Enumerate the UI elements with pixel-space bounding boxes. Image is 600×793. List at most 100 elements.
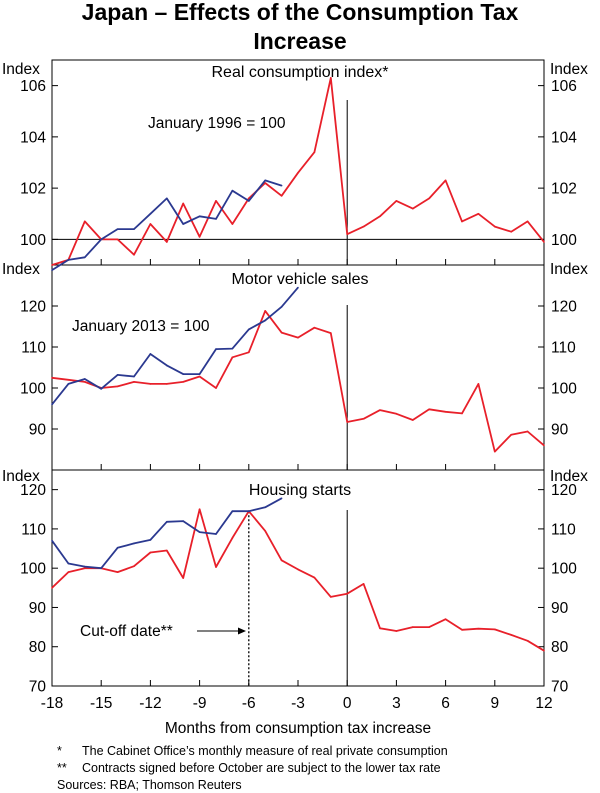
panel-real-consumption: Real consumption index* Index Index Janu… xyxy=(2,61,588,132)
plot-frame xyxy=(51,59,545,687)
y-tick-label-left: 90 xyxy=(29,422,47,439)
data-point xyxy=(280,184,283,187)
y-tick-label-right: 110 xyxy=(551,340,576,357)
data-point xyxy=(231,223,234,225)
y-tick-label-left: 120 xyxy=(20,299,46,316)
cutoff-date-label: Cut-off date** xyxy=(80,623,173,640)
data-point xyxy=(264,310,267,312)
data-point xyxy=(395,630,398,632)
data-point xyxy=(313,151,316,154)
x-axis-label: Months from consumption tax increase xyxy=(165,720,431,737)
data-point xyxy=(67,571,70,573)
data-point xyxy=(133,228,135,230)
data-point xyxy=(84,381,86,383)
data-point xyxy=(543,241,545,243)
data-point xyxy=(231,537,234,539)
data-point xyxy=(133,253,135,256)
x-tick-label: -18 xyxy=(41,695,63,712)
data-point xyxy=(346,592,349,595)
data-point xyxy=(51,376,53,379)
data-point xyxy=(84,567,86,569)
data-point xyxy=(182,520,184,522)
data-point xyxy=(166,197,168,200)
y-tick-label-right: 80 xyxy=(551,639,569,656)
data-point xyxy=(379,409,381,411)
data-point xyxy=(330,77,332,79)
y-unit-label-left: Index xyxy=(2,261,40,278)
data-point xyxy=(198,531,201,533)
data-point xyxy=(280,559,283,562)
data-point xyxy=(494,628,496,631)
y-tick-label-right: 90 xyxy=(551,422,569,439)
footnote-1-mark: * xyxy=(57,744,62,758)
y-tick-label-left: 102 xyxy=(20,181,46,198)
data-point xyxy=(264,182,267,184)
data-point xyxy=(231,347,234,350)
data-point xyxy=(444,410,447,413)
sources-note: Sources: RBA; Thomson Reuters xyxy=(57,778,242,792)
y-tick-label-left: 80 xyxy=(29,639,47,656)
x-tick-label: 3 xyxy=(392,695,401,712)
y-tick-label-left: 70 xyxy=(29,679,47,696)
y-tick-label-left: 106 xyxy=(20,78,46,95)
data-point xyxy=(149,223,152,225)
data-point xyxy=(444,618,447,621)
x-tick-label: -12 xyxy=(139,695,161,712)
data-point xyxy=(84,378,86,380)
y-unit-label-left: Index xyxy=(2,468,40,485)
data-point xyxy=(215,218,217,220)
data-point xyxy=(182,373,184,375)
data-point xyxy=(215,533,217,535)
panel-housing-starts: Housing starts Index Index Cut-off date*… xyxy=(2,468,588,640)
data-point xyxy=(264,506,267,509)
y-unit-label-left: Index xyxy=(2,61,40,78)
data-point xyxy=(428,626,431,628)
panel-title: Motor vehicle sales xyxy=(232,271,369,288)
data-point xyxy=(346,421,349,423)
data-point xyxy=(67,383,70,385)
data-point xyxy=(248,351,250,354)
y-tick-label-right: 104 xyxy=(551,129,577,146)
data-point xyxy=(248,510,250,513)
data-point xyxy=(67,379,70,381)
data-point xyxy=(166,549,168,552)
data-point xyxy=(461,412,463,415)
data-point xyxy=(149,383,152,385)
data-point xyxy=(133,375,135,378)
data-point xyxy=(395,413,398,415)
y-tick-label-left: 110 xyxy=(21,521,46,538)
data-point xyxy=(116,228,119,230)
data-point xyxy=(166,364,168,367)
data-point xyxy=(526,430,529,433)
data-point xyxy=(280,497,283,500)
data-point xyxy=(133,542,135,545)
y-tick-label-right: 100 xyxy=(551,561,577,578)
data-point xyxy=(166,383,168,385)
data-point xyxy=(231,356,234,359)
y-tick-label-right: 120 xyxy=(551,482,577,499)
data-point xyxy=(428,197,431,200)
data-point xyxy=(297,286,299,289)
data-point xyxy=(215,348,217,350)
data-point xyxy=(182,223,184,225)
data-point xyxy=(280,306,283,308)
data-point xyxy=(330,332,332,334)
data-point xyxy=(313,326,316,329)
data-point xyxy=(51,264,53,266)
data-point xyxy=(198,373,201,375)
series-line-blue xyxy=(51,179,282,271)
y-tick-label-right: 90 xyxy=(551,600,569,617)
data-point xyxy=(116,571,119,573)
data-point xyxy=(461,629,463,631)
data-point xyxy=(67,562,70,565)
data-point xyxy=(149,551,152,554)
y-tick-label-left: 100 xyxy=(20,381,46,398)
data-point xyxy=(51,539,53,542)
data-point xyxy=(116,238,119,241)
data-point xyxy=(231,189,234,192)
panel-title: Housing starts xyxy=(249,482,351,499)
data-point xyxy=(510,230,512,233)
chart-title-line-1: Japan – Effects of the Consumption Tax xyxy=(82,0,519,25)
data-point xyxy=(149,539,152,541)
